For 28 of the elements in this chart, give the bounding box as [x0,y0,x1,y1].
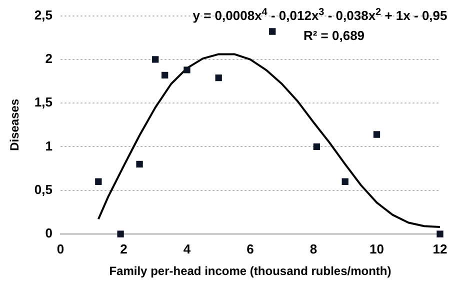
x-axis-title: Family per-head income (thousand rubles/month) [109,264,392,278]
point [117,230,124,238]
y-tick-label: 0 [45,226,52,241]
point [342,178,348,185]
x-tick-label: 12 [432,241,448,256]
x-tick-label: 8 [310,241,318,256]
x-tick-label: 10 [370,241,384,256]
x-tick-label: 2 [120,241,128,256]
y-tick-label: 2,5 [34,7,52,22]
point [95,178,102,185]
point [184,66,190,74]
y-tick-label: 0,5 [34,182,52,197]
x-tick-label: 0 [56,241,64,256]
point [313,143,320,150]
x-tick-label: 6 [246,241,254,256]
point [436,230,444,238]
point [373,131,380,138]
annotation: R² = 0,689 [303,28,365,43]
point [215,74,222,82]
point [269,28,276,35]
point [136,160,143,168]
y-axis-title: Diseases [8,98,22,151]
y-tick-label: 1 [45,138,52,154]
y-tick-label: 2 [45,51,52,66]
x-tick-label: 4 [183,241,192,256]
point [162,72,168,78]
point [152,56,159,63]
y-tick-label: 1,5 [34,94,52,110]
